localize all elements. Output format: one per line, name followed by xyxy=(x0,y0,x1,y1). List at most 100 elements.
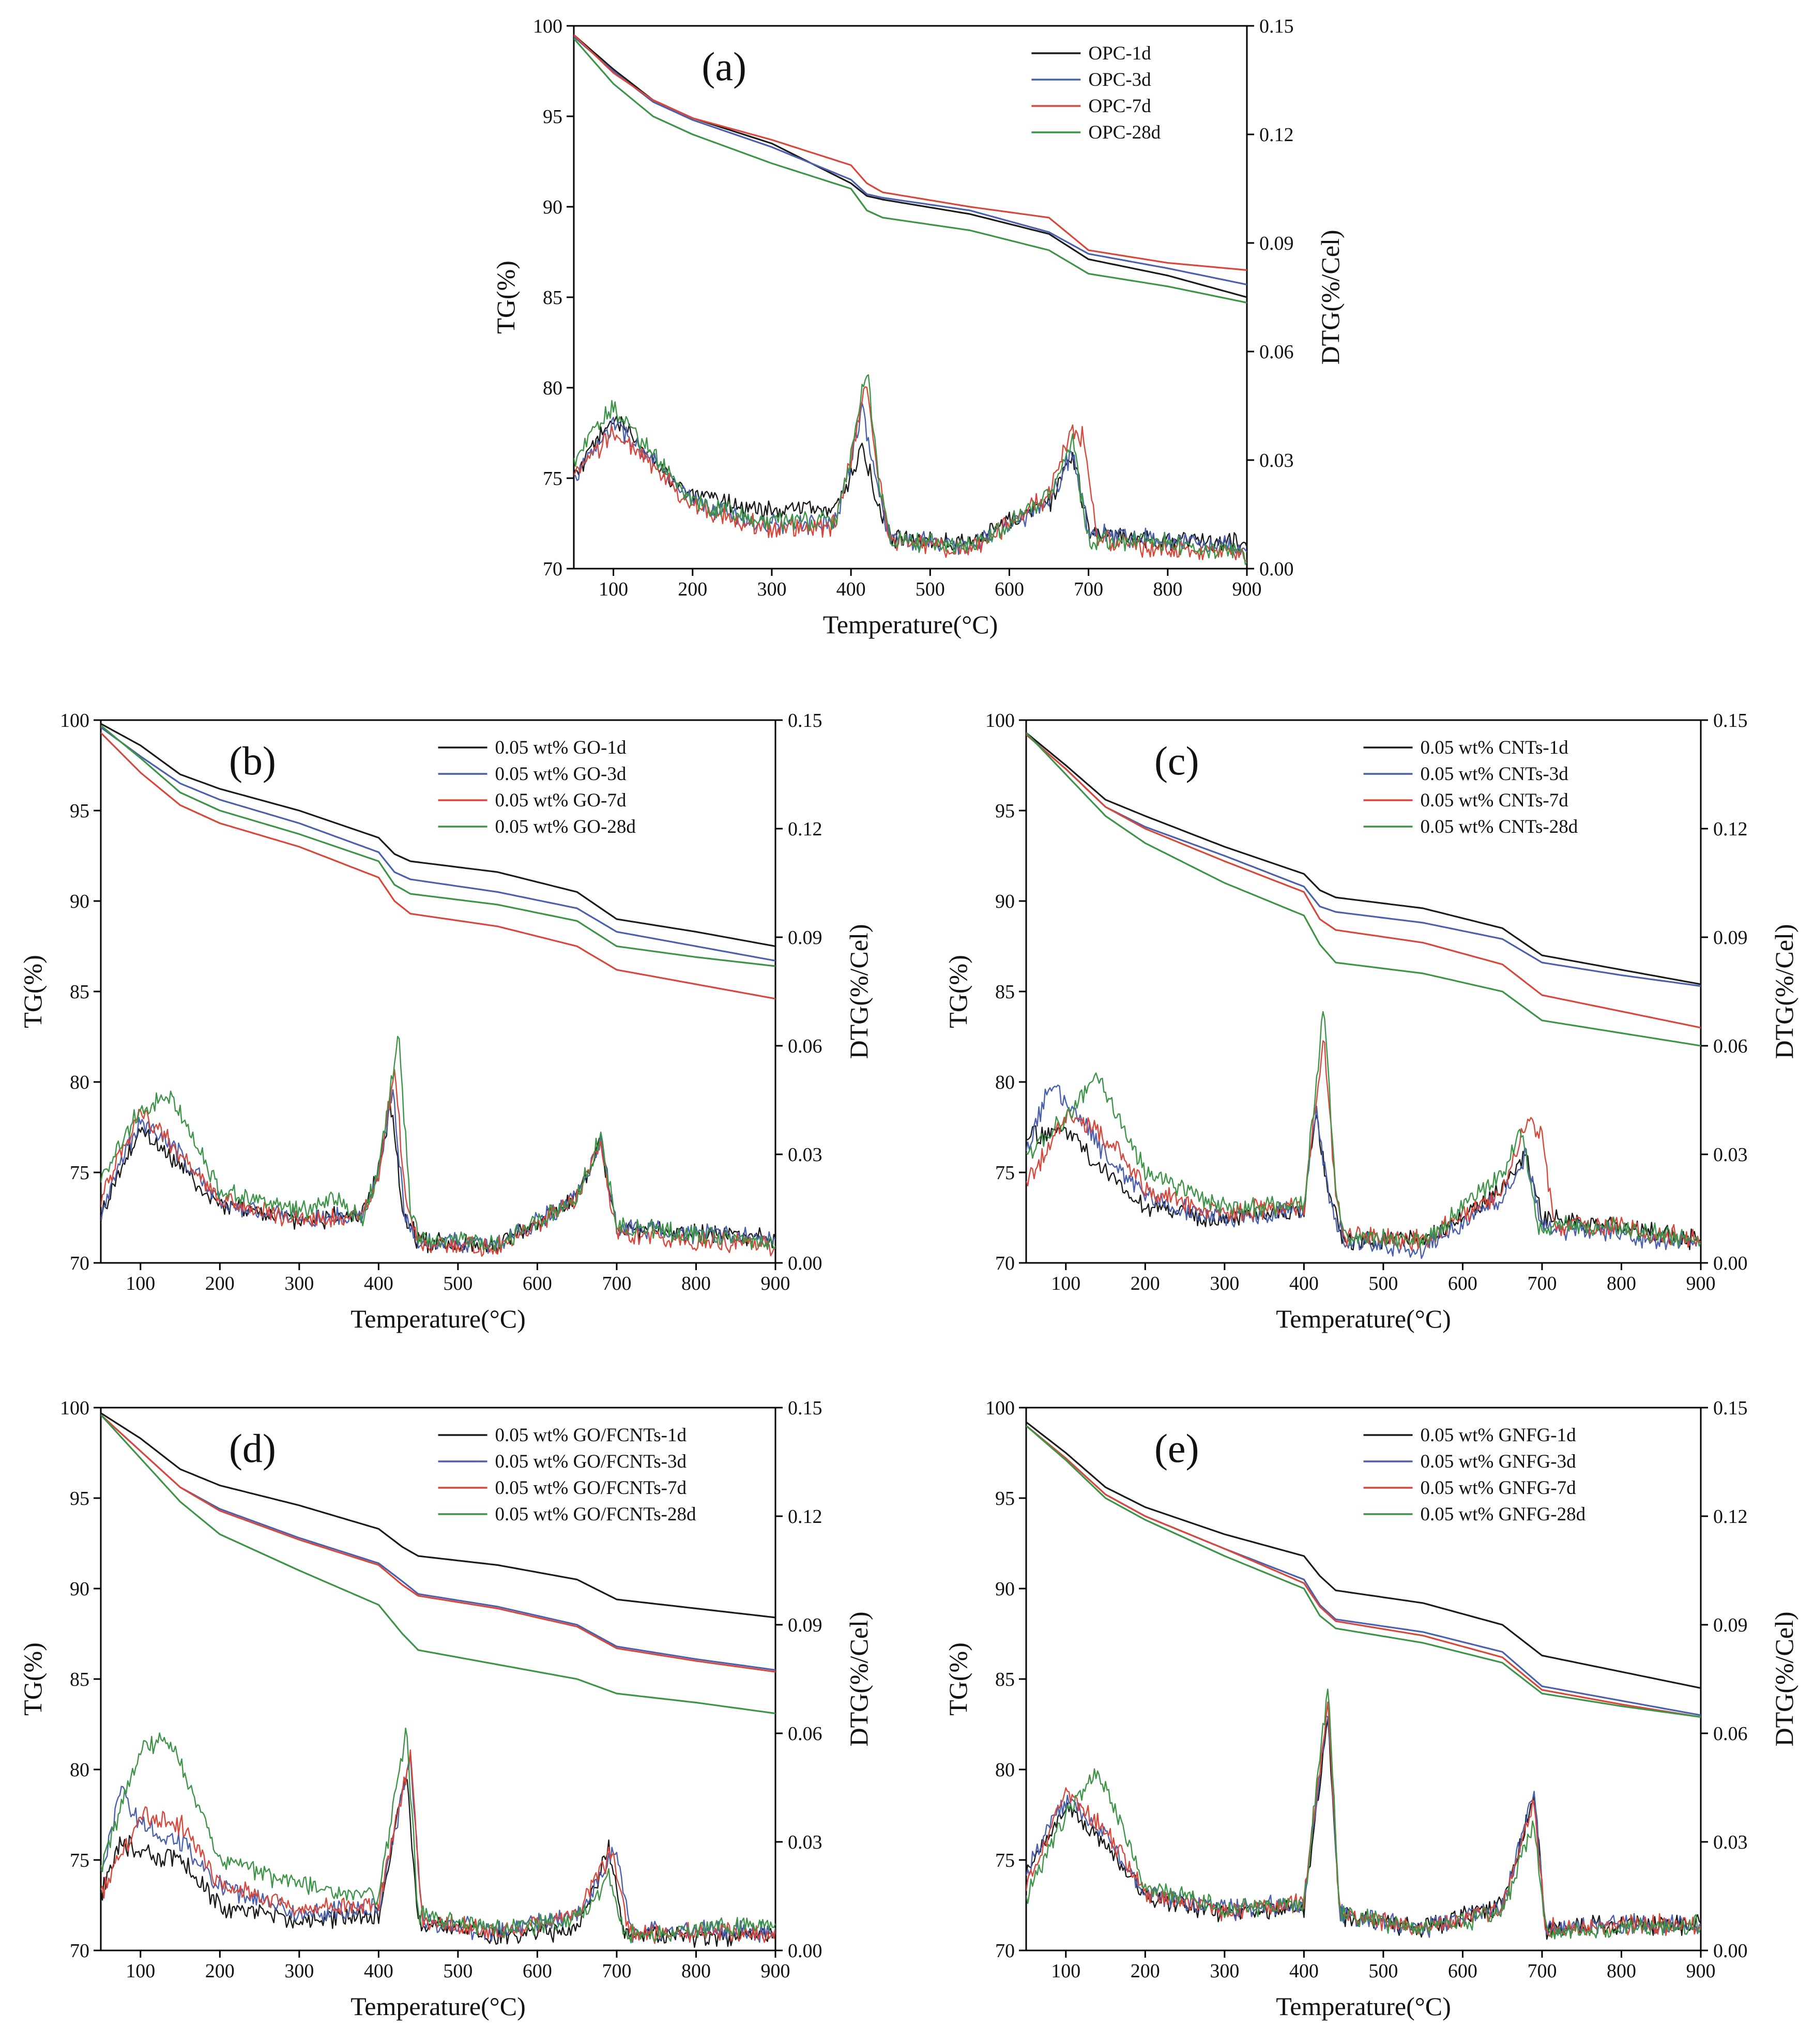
x-axis-title: Temperature(°C) xyxy=(1276,1304,1451,1333)
legend-label: 0.05 wt% GO/FCNTs-7d xyxy=(495,1477,687,1499)
y2-axis-title: DTG(%/Cel) xyxy=(1316,230,1345,364)
y-axis-title: TG(%) xyxy=(18,1642,47,1716)
y2-tick-label: 0.03 xyxy=(788,1832,822,1853)
y2-axis-title: DTG(%/Cel) xyxy=(1770,1611,1798,1746)
y-tick-label: 80 xyxy=(70,1072,89,1093)
dtg-line-4 xyxy=(1026,1011,1701,1248)
y2-tick-label: 0.00 xyxy=(788,1253,822,1274)
dtg-line-2 xyxy=(1026,1084,1701,1259)
series-lines xyxy=(574,34,1247,565)
y2-tick-label: 0.15 xyxy=(1259,16,1294,37)
x-tick-label: 700 xyxy=(602,1960,631,1982)
tg-line-3 xyxy=(1026,734,1701,1029)
x-tick-label: 200 xyxy=(1131,1960,1160,1982)
x-axis-title: Temperature(°C) xyxy=(823,610,998,639)
x-tick-label: 400 xyxy=(364,1960,393,1982)
x-axis-title: Temperature(°C) xyxy=(350,1304,526,1333)
y2-tick-label: 0.09 xyxy=(1713,1614,1748,1636)
y-tick-label: 75 xyxy=(70,1850,89,1871)
dtg-line-3 xyxy=(574,386,1247,562)
legend-label: 0.05 wt% CNTs-3d xyxy=(1421,764,1569,785)
x-tick-label: 900 xyxy=(761,1273,790,1294)
y-axis-title: TG(%) xyxy=(18,955,47,1028)
y2-tick-label: 0.03 xyxy=(1259,450,1294,471)
tg-line-1 xyxy=(1026,732,1701,985)
x-tick-label: 900 xyxy=(761,1960,790,1982)
y-tick-label: 100 xyxy=(533,16,562,37)
tg-line-4 xyxy=(1026,732,1701,1047)
dtg-line-4 xyxy=(1026,1688,1701,1940)
y-tick-label: 80 xyxy=(543,377,562,399)
y-tick-label: 75 xyxy=(995,1850,1015,1871)
tg-line-3 xyxy=(101,1414,775,1673)
x-tick-label: 300 xyxy=(1210,1960,1239,1982)
y2-tick-label: 0.15 xyxy=(1713,710,1748,731)
dtg-line-4 xyxy=(101,1728,775,1944)
legend-label: OPC-3d xyxy=(1088,69,1151,90)
legend-label: 0.05 wt% GNFG-7d xyxy=(1421,1477,1577,1499)
panel-c: 100 200 300 400 500 600 700 800 900 70 75 80 85 90 95 1… xyxy=(943,710,1798,1333)
tg-line-1 xyxy=(101,723,775,948)
y2-tick-label: 0.15 xyxy=(1713,1397,1748,1419)
x-tick-label: 100 xyxy=(126,1960,155,1982)
y-tick-label: 100 xyxy=(985,1397,1015,1419)
y-tick-label: 70 xyxy=(543,558,562,580)
x-tick-label: 800 xyxy=(1607,1960,1636,1982)
y-tick-label: 100 xyxy=(985,710,1015,731)
y-axis-title: TG(%) xyxy=(943,955,972,1028)
x-tick-label: 700 xyxy=(1527,1273,1557,1294)
x-tick-label: 600 xyxy=(1448,1273,1477,1294)
x-tick-label: 100 xyxy=(1051,1960,1080,1982)
y2-tick-label: 0.15 xyxy=(788,710,822,731)
series-lines xyxy=(1026,732,1701,1259)
x-axis-title: Temperature(°C) xyxy=(350,1992,526,2021)
y-tick-label: 70 xyxy=(995,1253,1015,1274)
y-tick-label: 100 xyxy=(60,1397,89,1419)
x-tick-label: 400 xyxy=(836,578,866,600)
x-tick-label: 300 xyxy=(284,1273,314,1294)
legend-label: 0.05 wt% GO/FCNTs-1d xyxy=(495,1425,687,1446)
legend-label: 0.05 wt% GNFG-3d xyxy=(1421,1451,1577,1472)
tg-line-2 xyxy=(101,726,775,962)
y2-tick-label: 0.00 xyxy=(1713,1253,1748,1274)
legend-label: 0.05 wt% GO-3d xyxy=(495,764,627,785)
y2-tick-label: 0.06 xyxy=(1713,1035,1748,1057)
x-tick-label: 900 xyxy=(1232,578,1262,600)
y2-tick-label: 0.15 xyxy=(788,1397,822,1419)
y-tick-label: 95 xyxy=(995,800,1015,822)
y-tick-label: 75 xyxy=(543,468,562,490)
y2-tick-label: 0.03 xyxy=(1713,1144,1748,1166)
y2-tick-label: 0.06 xyxy=(788,1035,822,1057)
tg-line-4 xyxy=(574,38,1247,304)
legend: 0.05 wt% GO-1d 0.05 wt% GO-3d 0.05 wt% GO-… xyxy=(438,737,636,837)
legend-label: OPC-28d xyxy=(1088,122,1161,143)
y-tick-label: 80 xyxy=(995,1072,1015,1093)
x-tick-label: 500 xyxy=(916,578,945,600)
tg-line-4 xyxy=(101,1414,775,1715)
x-tick-label: 700 xyxy=(602,1273,631,1294)
x-tick-label: 500 xyxy=(1368,1960,1398,1982)
y-tick-label: 70 xyxy=(70,1253,89,1274)
legend: 0.05 wt% GO/FCNTs-1d 0.05 wt% GO/FCNTs-3d… xyxy=(438,1425,696,1525)
y2-tick-label: 0.12 xyxy=(1713,1506,1748,1528)
y-tick-label: 85 xyxy=(70,981,89,1003)
x-tick-label: 600 xyxy=(523,1960,552,1982)
y2-tick-label: 0.06 xyxy=(1713,1723,1748,1745)
y-tick-label: 85 xyxy=(543,287,562,309)
y-tick-label: 80 xyxy=(995,1759,1015,1781)
y-tick-label: 85 xyxy=(995,981,1015,1003)
x-tick-label: 600 xyxy=(523,1273,552,1294)
x-tick-label: 900 xyxy=(1686,1273,1716,1294)
y2-tick-label: 0.12 xyxy=(1713,818,1748,840)
panel-b: 100 200 300 400 500 600 700 800 900 70 75 80 85 90 95 1… xyxy=(18,710,873,1333)
series-lines xyxy=(1026,1421,1701,1940)
legend-label: 0.05 wt% GNFG-28d xyxy=(1421,1504,1586,1525)
y-tick-label: 95 xyxy=(70,1488,89,1509)
y2-tick-label: 0.12 xyxy=(788,818,822,840)
legend: 0.05 wt% GNFG-1d 0.05 wt% GNFG-3d 0.05 wt%… xyxy=(1363,1425,1586,1525)
y2-axis-title: DTG(%/Cel) xyxy=(844,1611,873,1746)
y-tick-label: 70 xyxy=(70,1940,89,1962)
tg-line-3 xyxy=(574,34,1247,271)
tg-line-2 xyxy=(574,36,1247,286)
